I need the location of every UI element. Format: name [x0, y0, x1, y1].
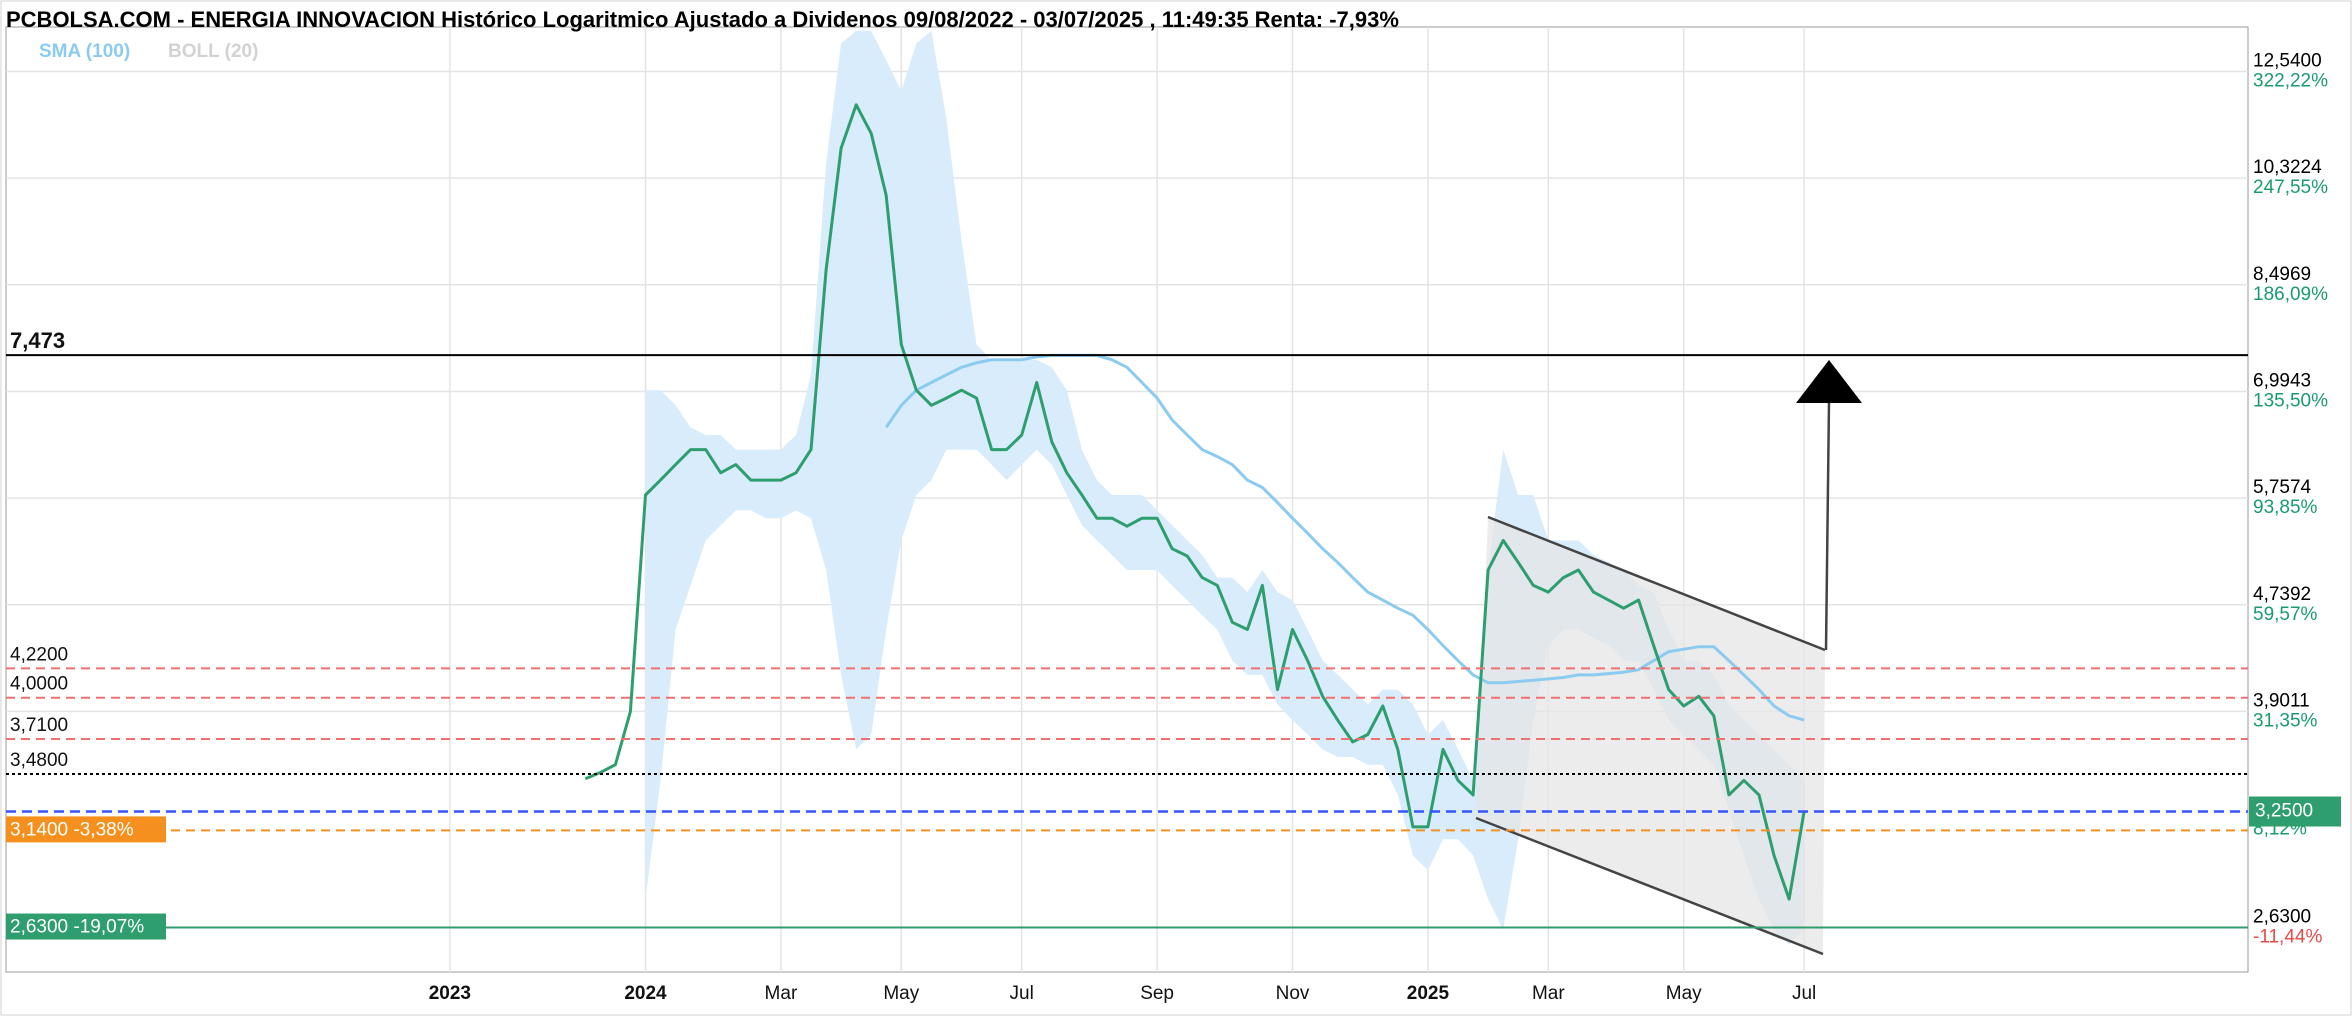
channel-upper — [1487, 515, 1826, 652]
channel-lines — [1475, 360, 1862, 956]
level-label: 3,4800 — [10, 750, 68, 771]
current-badge — [2249, 796, 2341, 827]
arrow-head — [1796, 360, 1862, 403]
level-badge — [6, 913, 166, 940]
y-tick-percent: 93,85% — [2253, 497, 2318, 518]
y-tick-percent: -11,44% — [2253, 927, 2322, 948]
y-tick-percent: 322,22% — [2253, 70, 2328, 91]
y-tick-label: 5,7574 — [2253, 477, 2312, 498]
chart-title: PCBOLSA.COM - ENERGIA INNOVACION Históri… — [6, 7, 1399, 32]
y-tick-label: 2,6300 — [2253, 907, 2311, 928]
level-label: 7,473 — [10, 328, 65, 353]
y-tick-label: 8,4969 — [2253, 264, 2311, 285]
labels: PCBOLSA.COM - ENERGIA INNOVACION Históri… — [6, 7, 2341, 1004]
y-tick-label: 3,9011 — [2253, 690, 2310, 711]
y-tick-percent: 31,35% — [2253, 710, 2318, 731]
lines — [584, 103, 1806, 901]
y-tick-percent: 186,09% — [2253, 284, 2328, 305]
channel-lower — [1475, 816, 1824, 956]
x-tick-label: 2023 — [429, 983, 471, 1004]
sma-line — [884, 353, 1805, 722]
legend-boll: BOLL (20) — [168, 41, 258, 62]
levels: 7,473 4,2200 4,0000 3,7100 3,4800 3,1400 -3,3… — [6, 328, 2248, 940]
x-tick-label: Jul — [1792, 983, 1816, 1004]
level-label: 4,2200 — [10, 644, 68, 665]
y-tick-label: 12,5400 — [2253, 50, 2322, 71]
x-tick-label: 2024 — [624, 983, 667, 1004]
current-label: 3,2500 — [2255, 801, 2313, 822]
x-tick-label: Mar — [1532, 983, 1565, 1004]
x-tick-label: Mar — [765, 983, 798, 1004]
x-tick-label: Nov — [1276, 983, 1310, 1004]
x-tick-label: 2025 — [1407, 983, 1450, 1004]
channel — [1476, 517, 1825, 954]
x-tick-label: Sep — [1140, 983, 1174, 1004]
price-line — [584, 103, 1806, 901]
y-tick-label: 6,9943 — [2253, 370, 2311, 391]
plot-area — [5, 26, 2249, 973]
level-label: 4,0000 — [10, 674, 68, 695]
y-tick-label: 10,3224 — [2253, 157, 2322, 178]
level-label: 3,1400 -3,38% — [10, 819, 134, 840]
legend-sma: SMA (100) — [39, 41, 130, 62]
x-tick-label: Jul — [1010, 983, 1034, 1004]
target-arrow — [1824, 401, 1831, 651]
y-tick-percent: 135,50% — [2253, 390, 2328, 411]
y-tick-label: 4,7392 — [2253, 584, 2311, 605]
y-tick-percent: 247,55% — [2253, 177, 2328, 198]
x-tick-label: May — [1666, 983, 1702, 1004]
level-badge — [6, 816, 166, 843]
y-tick-percent: 59,57% — [2253, 604, 2318, 625]
level-label: 2,6300 -19,07% — [10, 917, 144, 938]
x-tick-label: May — [883, 983, 919, 1004]
level-label: 3,7100 — [10, 715, 68, 736]
channel-fill — [1476, 517, 1825, 954]
